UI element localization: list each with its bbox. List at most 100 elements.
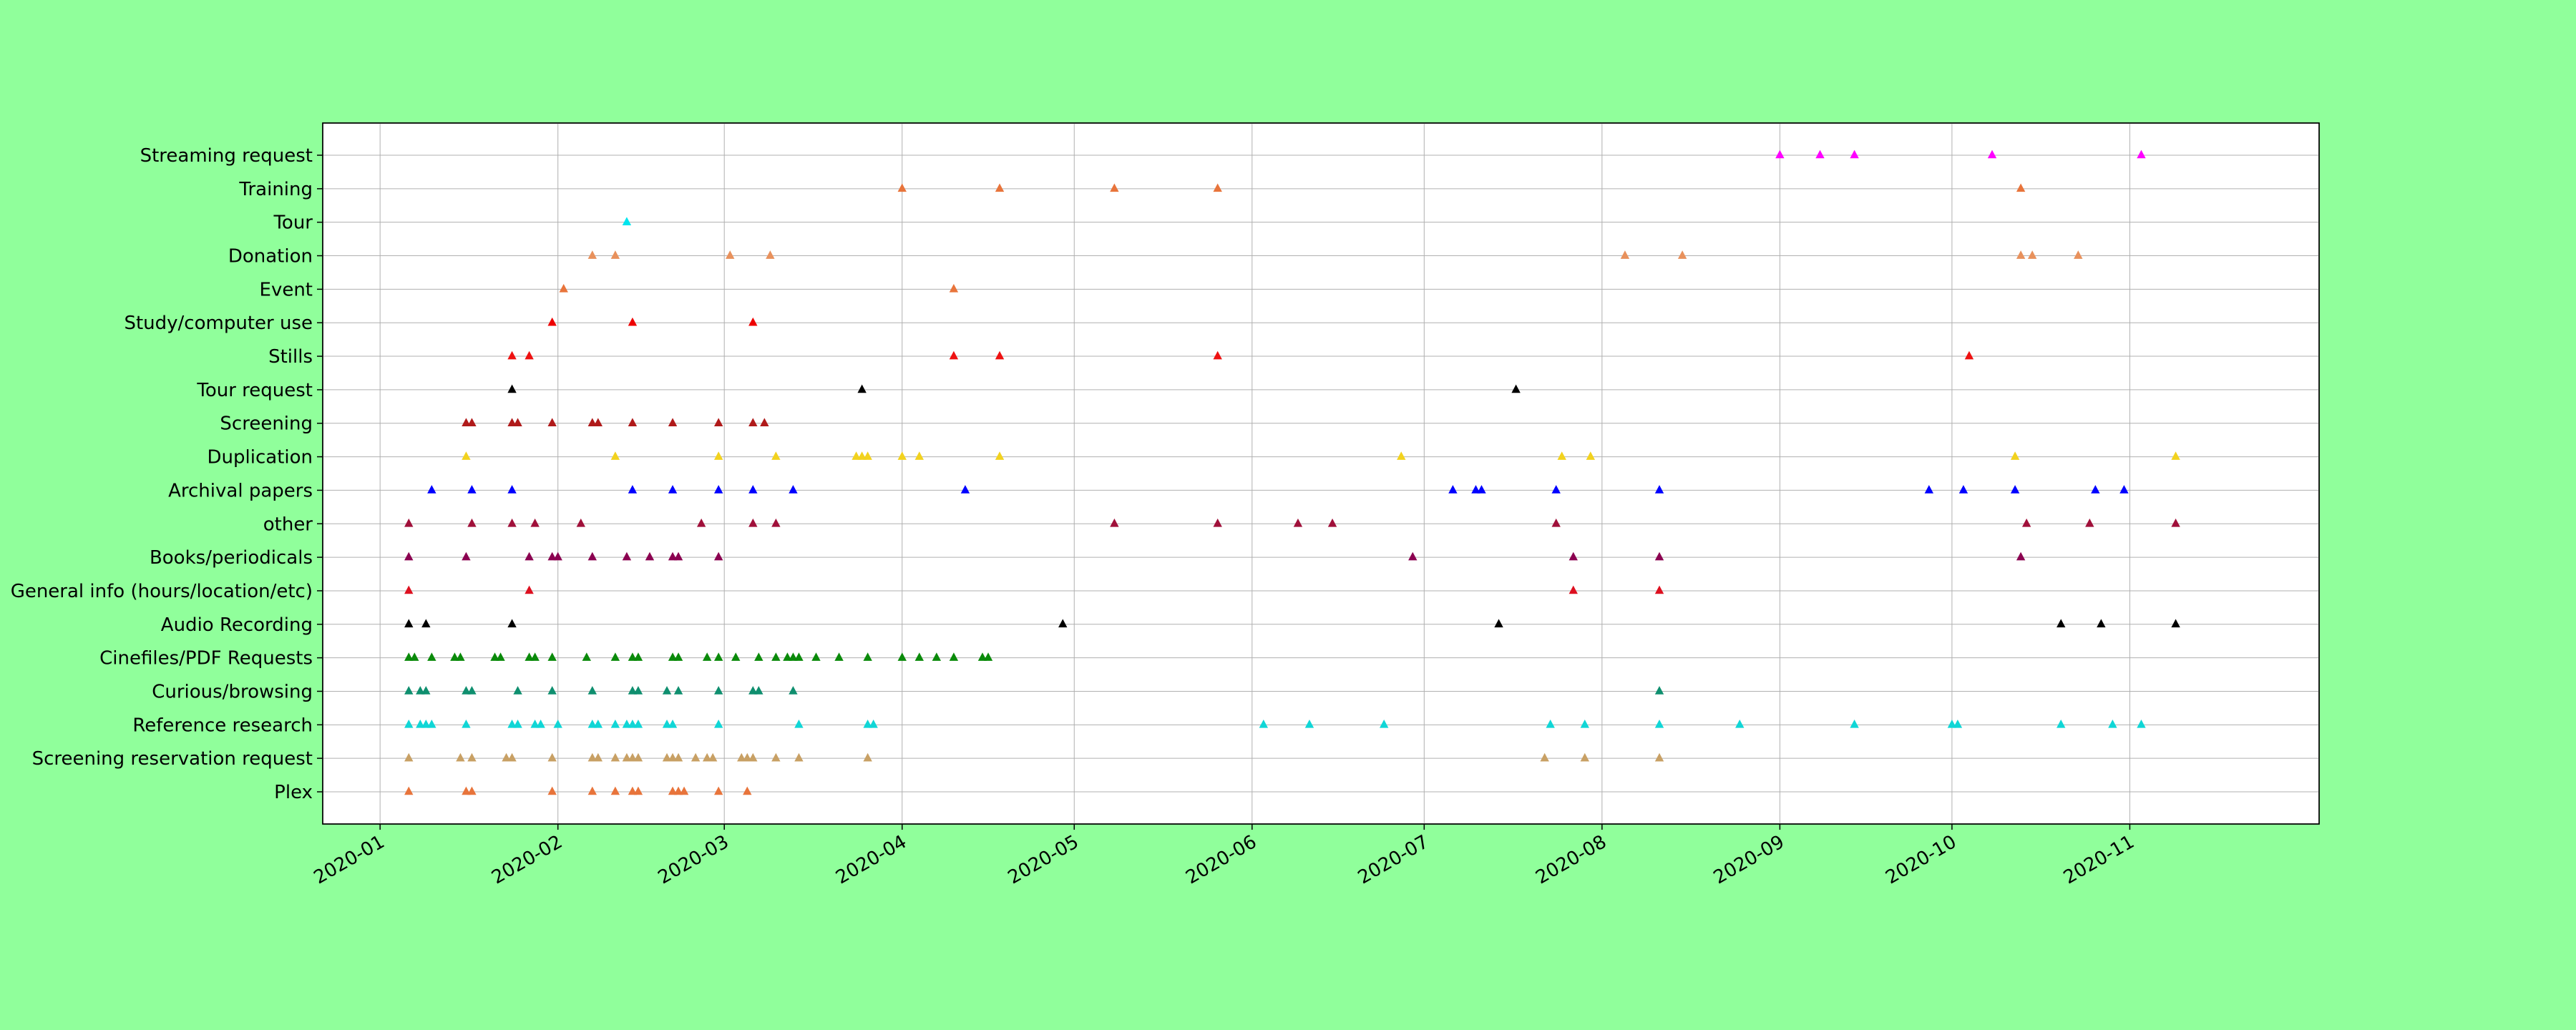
data-point (456, 652, 465, 661)
x-tick-label: 2020-01 (311, 831, 389, 888)
data-point (708, 752, 718, 762)
data-point (1677, 250, 1687, 259)
data-point (771, 652, 781, 661)
data-point (587, 418, 597, 427)
y-tick-label: Curious/browsing (152, 681, 313, 702)
data-point (587, 551, 597, 561)
data-point (2016, 183, 2026, 192)
data-point (668, 418, 678, 427)
data-point (1568, 551, 1578, 561)
data-point (713, 652, 723, 661)
data-point (628, 652, 638, 661)
data-point (404, 686, 414, 695)
data-point (467, 786, 477, 795)
data-point (547, 686, 557, 695)
data-point (1654, 485, 1664, 494)
data-point (771, 518, 781, 527)
data-point (2010, 485, 2020, 494)
data-point (1964, 350, 1974, 360)
data-point (696, 518, 706, 527)
data-point (983, 652, 993, 661)
data-point (668, 719, 678, 728)
series (462, 451, 2180, 460)
data-point (726, 250, 735, 259)
data-point (2057, 719, 2066, 728)
data-point (547, 752, 557, 762)
data-point (863, 652, 872, 661)
data-point (404, 518, 414, 527)
data-point (593, 719, 603, 728)
data-point (633, 786, 643, 795)
data-point (513, 686, 522, 695)
data-point (2171, 451, 2180, 460)
x-tick-label: 2020-07 (1355, 831, 1433, 888)
series (559, 284, 959, 293)
data-point (789, 652, 798, 661)
data-point (748, 752, 758, 762)
series (404, 752, 1664, 762)
data-point (462, 418, 471, 427)
data-point (513, 719, 522, 728)
data-point (633, 686, 643, 695)
data-point (949, 284, 959, 293)
data-point (713, 786, 723, 795)
data-point (525, 350, 534, 360)
data-point (2016, 551, 2026, 561)
data-point (1586, 451, 1596, 460)
data-point (1213, 350, 1222, 360)
data-point (576, 518, 585, 527)
y-tick-label: Screening (220, 413, 313, 435)
data-point (645, 551, 655, 561)
x-axis: 2020-01 2020-02 2020-03 2020-04 2020-05 2020-… (311, 824, 2138, 888)
data-point (1213, 518, 1222, 527)
y-tick-label: Training (238, 179, 313, 200)
data-point (513, 418, 522, 427)
data-point (530, 518, 540, 527)
data-point (2074, 250, 2083, 259)
x-tick-label: 2020-11 (2060, 831, 2138, 888)
data-point (668, 752, 678, 762)
data-point (702, 652, 712, 661)
series (547, 317, 758, 326)
data-point (593, 752, 603, 762)
data-point (2027, 250, 2037, 259)
data-point (949, 652, 959, 661)
data-point (1953, 719, 1963, 728)
data-point (525, 652, 534, 661)
data-point (1408, 551, 1418, 561)
data-point (610, 652, 620, 661)
data-point (897, 451, 907, 460)
data-point (748, 418, 758, 427)
data-point (547, 652, 557, 661)
data-point (673, 652, 683, 661)
data-point (662, 719, 672, 728)
data-point (668, 485, 678, 494)
series (462, 418, 769, 427)
data-point (1654, 719, 1664, 728)
data-point (467, 752, 477, 762)
data-point (869, 719, 878, 728)
data-point (668, 551, 678, 561)
data-point (559, 284, 568, 293)
data-point (1958, 485, 1968, 494)
data-point (914, 652, 924, 661)
data-point (995, 350, 1005, 360)
data-point (673, 686, 683, 695)
data-point (496, 652, 505, 661)
data-point (662, 686, 672, 695)
series (404, 652, 993, 661)
data-point (1477, 485, 1486, 494)
y-tick-label: General info (hours/location/etc) (11, 581, 313, 602)
data-point (783, 652, 792, 661)
data-point (1654, 551, 1664, 561)
series (507, 350, 1974, 360)
data-point (1213, 183, 1222, 192)
data-point (416, 686, 425, 695)
y-tick-label: Reference research (132, 715, 313, 736)
data-point (450, 652, 459, 661)
data-point (530, 719, 540, 728)
data-point (1540, 752, 1549, 762)
x-tick-label: 2020-10 (1882, 831, 1960, 888)
data-point (507, 350, 517, 360)
data-point (1293, 518, 1303, 527)
